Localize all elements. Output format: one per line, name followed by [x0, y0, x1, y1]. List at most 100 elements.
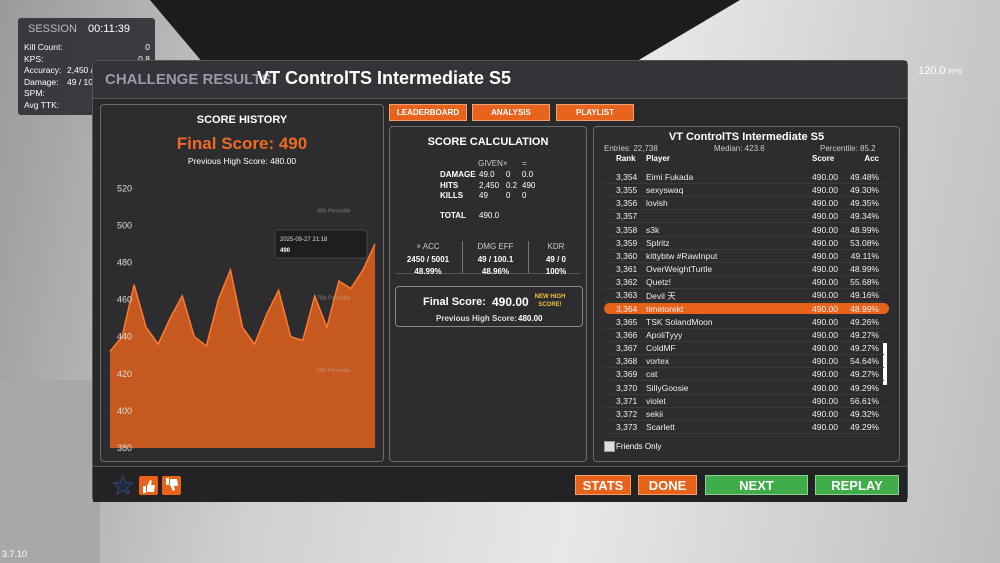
calc-given: 2,450 — [479, 180, 500, 190]
row-cell: sexyswaq — [646, 185, 684, 196]
row-cell: 49.34% — [850, 211, 879, 222]
row-cell: 49.16% — [850, 290, 879, 301]
stat-ratio: 49 / 0 — [545, 255, 566, 264]
row-cell: 48.99% — [850, 224, 879, 235]
row-bg — [604, 395, 884, 408]
row-cell: 490.00 — [812, 408, 838, 419]
calc-title: SCORE CALCULATION — [427, 136, 549, 148]
row-cell: 490.00 — [812, 329, 838, 340]
fps-value: 120.0 — [918, 65, 946, 77]
calc-given: 49.0 — [479, 170, 495, 179]
leaderboard-title: VT ControlTS Intermediate S5 — [668, 131, 825, 143]
row-cell: 48.99% — [850, 264, 879, 275]
row-cell: TSK SolandMoon — [646, 316, 713, 327]
row-cell: 3,366 — [616, 329, 638, 340]
stat-label: DMG EFF — [477, 242, 514, 251]
new-high-badge: NEW HIGH SCORE! — [534, 294, 566, 308]
button[interactable]: STATS — [575, 475, 631, 495]
row-cell: 3,359 — [616, 237, 638, 248]
row-cell: 49.26% — [850, 316, 879, 327]
row-cell: vortex — [646, 356, 670, 367]
floor — [0, 380, 100, 563]
row-cell: 3,363 — [616, 290, 638, 301]
row-bg — [604, 355, 884, 369]
row-cell: 3,356 — [616, 198, 638, 209]
row-cell: 49.27% — [850, 329, 879, 340]
score-history-panel: SCORE HISTORY Final Score: 490 Previous … — [100, 104, 384, 462]
header-label: CHALLENGE RESULTS: — [105, 71, 277, 88]
stat-label: KDR — [547, 242, 565, 251]
row-cell: 3,372 — [616, 408, 638, 419]
row-cell: 490.00 — [812, 185, 838, 196]
row-cell: cat — [646, 369, 658, 380]
row-cell: 3,362 — [616, 277, 638, 288]
friends-checkbox[interactable] — [604, 441, 615, 452]
session-stat-label: Avg TTK: — [24, 99, 60, 110]
row-cell: 55.68% — [850, 277, 879, 288]
row-cell: 490.00 — [812, 250, 838, 261]
row-cell: Splritz — [646, 237, 670, 248]
stat-percent: 48.99% — [414, 267, 442, 276]
favorite-star[interactable] — [113, 475, 134, 496]
highlight-row — [604, 302, 889, 314]
row-cell: 490.00 — [812, 172, 838, 182]
row-cell: OverWeightTurtle — [646, 264, 713, 275]
row-bg — [604, 237, 884, 250]
session-stat-label: Damage: — [24, 76, 59, 87]
row-bg — [604, 289, 884, 303]
row-cell: ApoliTyyy — [646, 329, 683, 340]
row-cell: 3,358 — [616, 224, 638, 235]
row-cell: Quetz! — [646, 277, 672, 288]
row-bg — [604, 329, 884, 342]
row-cell: 3,355 — [616, 185, 638, 196]
row-bg — [604, 184, 884, 198]
row-bg — [604, 408, 884, 421]
tab[interactable]: PLAYLIST — [556, 104, 634, 121]
row-cell: 490.00 — [812, 277, 838, 288]
calc-column: GIVEN — [478, 159, 503, 168]
row-cell: 3,369 — [616, 369, 638, 380]
calc-final-label: Final Score: — [423, 296, 486, 308]
calc-result: 0.0 — [522, 170, 534, 179]
tab[interactable]: ANALYSIS — [472, 104, 550, 121]
fps-unit: FPS — [948, 69, 963, 76]
row-cell: 3,361 — [616, 264, 638, 275]
row-cell: 490.00 — [812, 211, 838, 222]
row-cell: 3,370 — [616, 382, 638, 393]
stat-percent: 100% — [545, 267, 567, 276]
row-cell: 490.00 — [812, 356, 838, 367]
row-cell: 3,364 — [616, 303, 638, 314]
row-bg — [604, 368, 884, 382]
tab[interactable]: LEADERBOARD — [389, 104, 467, 121]
header-scenario: VT ControlTS Intermediate S5 — [257, 68, 512, 88]
calc-mult: 0.2 — [506, 180, 518, 190]
row-cell: 54.64% — [850, 356, 879, 367]
row-cell: 3,354 — [616, 172, 638, 182]
row-bg — [604, 382, 884, 395]
column-header: Rank — [616, 154, 636, 163]
row-cell: s3k — [646, 224, 660, 235]
button[interactable]: DONE — [638, 475, 697, 495]
row-cell: 490.00 — [812, 422, 838, 433]
row-cell: 49.27% — [850, 343, 879, 354]
fps: 120.0 FPS — [918, 65, 962, 77]
row-cell: timetorekt — [646, 303, 684, 314]
score-history-title: SCORE HISTORY — [196, 114, 288, 126]
row-cell: 49.30% — [850, 185, 879, 196]
calc-column: = — [522, 159, 527, 168]
row-cell: 3,360 — [616, 250, 638, 261]
divider — [462, 241, 463, 273]
stat-percent: 48.96% — [481, 267, 510, 276]
button[interactable]: NEXT — [705, 475, 808, 495]
session-stat-value: 49 / 100.1 — [67, 76, 105, 87]
session-stat-value: 2,450 / 5001 — [67, 65, 115, 75]
row-bg — [604, 197, 884, 211]
row-cell: 3,365 — [616, 316, 638, 327]
scrollbar[interactable] — [883, 343, 887, 385]
button[interactable]: REPLAY — [815, 475, 899, 495]
row-cell: 490.00 — [812, 343, 838, 354]
row-cell: 3,367 — [616, 343, 638, 354]
score-calculation-panel: SCORE CALCULATION Final Score: 490.00 NE… — [389, 126, 587, 462]
row-cell: 49.11% — [850, 250, 879, 261]
